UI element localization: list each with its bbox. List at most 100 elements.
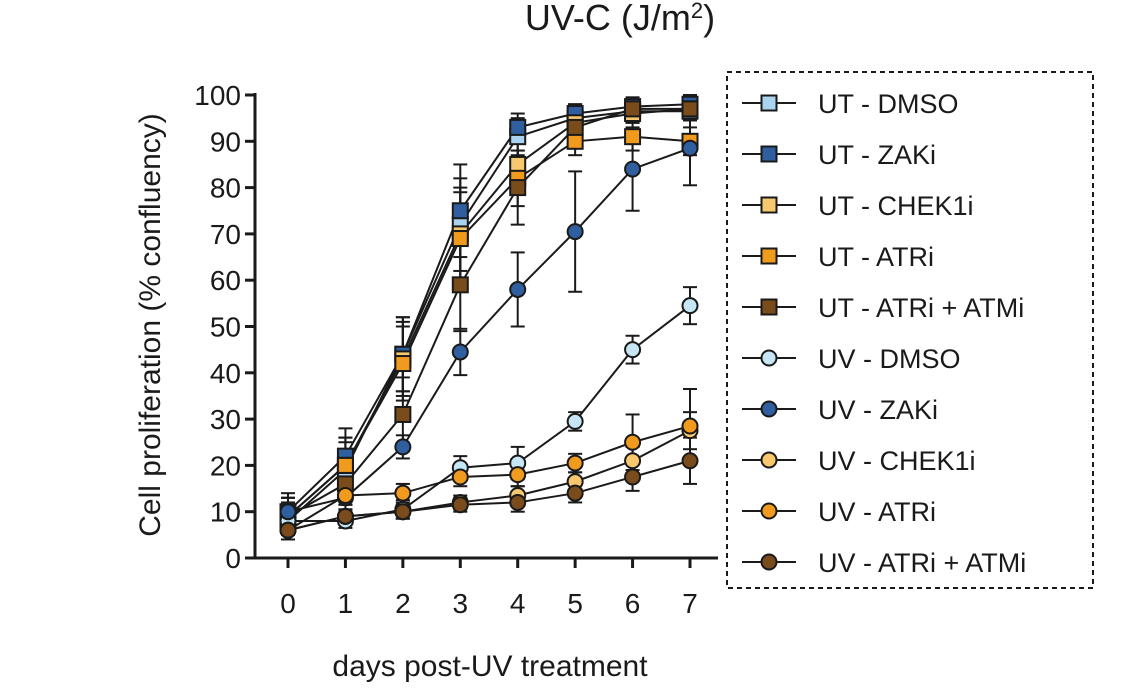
- data-point: [451, 202, 469, 220]
- legend-marker: [760, 553, 778, 571]
- legend-item: UV - CHEK1i: [742, 446, 976, 476]
- legend-label: UV - ATRi: [818, 497, 936, 527]
- data-point: [394, 355, 412, 373]
- chart-title: UV-C (J/m2): [525, 0, 715, 38]
- x-tick-label: 2: [395, 588, 411, 619]
- legend-marker: [760, 298, 778, 316]
- data-point: [509, 179, 527, 197]
- legend-label: UV - CHEK1i: [818, 446, 976, 476]
- data-point: [509, 155, 527, 173]
- legend-label: UT - ATRi + ATMi: [818, 293, 1024, 323]
- data-point: [566, 484, 584, 502]
- plot-area: 0 10 20 30 40 50 60 70 80 90 100 0 1 2 3 4 5 6 7: [194, 80, 718, 619]
- data-point: [509, 280, 527, 298]
- data-point: [566, 223, 584, 241]
- data-point: [451, 496, 469, 514]
- series-line: [287, 135, 691, 518]
- data-point: [624, 452, 642, 470]
- data-point: [624, 341, 642, 359]
- data-point: [624, 160, 642, 178]
- legend-item: UT - DMSO: [742, 89, 959, 119]
- legend: UT - DMSO UT - ZAKi UT - CHEK1i UT - ATRi UT…: [726, 71, 1094, 589]
- data-point: [681, 452, 699, 470]
- data-point: [624, 128, 642, 146]
- legend-marker: [760, 400, 778, 418]
- series-line: [287, 459, 691, 532]
- data-point: [681, 100, 699, 118]
- legend-item: UT - CHEK1i: [742, 191, 974, 221]
- legend-item: UV - ATRi: [742, 497, 936, 527]
- legend-box: [726, 71, 1094, 589]
- x-tick-label: 7: [682, 588, 698, 619]
- data-point: [509, 118, 527, 136]
- y-tick-label: 10: [210, 497, 241, 528]
- series-line: [287, 147, 691, 513]
- data-point: [336, 486, 354, 504]
- legend-marker: [760, 247, 778, 265]
- series-line: [287, 425, 691, 532]
- x-tick-label: 1: [338, 588, 354, 619]
- y-tick-label: 40: [210, 358, 241, 389]
- legend-item: UT - ZAKi: [742, 140, 936, 170]
- x-tick-label: 6: [625, 588, 641, 619]
- legend-marker: [760, 451, 778, 469]
- legend-item: UV - DMSO: [742, 344, 961, 374]
- data-point: [394, 503, 412, 521]
- data-point: [451, 276, 469, 294]
- data-point: [566, 118, 584, 136]
- y-tick-label: 70: [210, 219, 241, 250]
- data-point: [624, 433, 642, 451]
- data-point: [279, 503, 297, 521]
- data-point: [451, 468, 469, 486]
- data-point: [509, 466, 527, 484]
- x-tick-label: 4: [510, 588, 526, 619]
- legend-label: UV - DMSO: [818, 344, 961, 374]
- legend-item: UV - ZAKi: [742, 395, 938, 425]
- legend-marker: [760, 145, 778, 163]
- legend-label: UT - DMSO: [818, 89, 959, 119]
- data-point: [279, 521, 297, 539]
- legend-item: UT - ATRi: [742, 242, 934, 272]
- data-point: [394, 405, 412, 423]
- data-point: [624, 100, 642, 118]
- data-point: [681, 417, 699, 435]
- y-tick-label: 100: [194, 80, 241, 111]
- legend-item: UV - ATRi + ATMi: [742, 548, 1026, 578]
- legend-marker: [760, 94, 778, 112]
- y-tick-label: 50: [210, 312, 241, 343]
- data-point: [566, 454, 584, 472]
- x-axis-label: days post-UV treatment: [332, 650, 648, 683]
- legend-marker: [760, 349, 778, 367]
- data-point: [624, 468, 642, 486]
- data-point: [336, 507, 354, 525]
- legend-label: UT - CHEK1i: [818, 191, 974, 221]
- legend-label: UT - ZAKi: [818, 140, 936, 170]
- x-tick-label: 3: [452, 588, 468, 619]
- data-point: [394, 484, 412, 502]
- series-markers-9: [279, 452, 699, 539]
- data-point: [336, 456, 354, 474]
- x-tick-label: 5: [567, 588, 583, 619]
- y-tick-label: 30: [210, 404, 241, 435]
- y-tick-label: 90: [210, 126, 241, 157]
- series-line: [287, 103, 691, 513]
- legend-marker: [760, 502, 778, 520]
- series-line: [287, 107, 690, 518]
- x-tick-label: 0: [280, 588, 296, 619]
- data-point: [509, 493, 527, 511]
- data-point: [566, 132, 584, 150]
- legend-label: UT - ATRi: [818, 242, 934, 272]
- data-point: [681, 297, 699, 315]
- legend-label: UV - ZAKi: [818, 395, 938, 425]
- series-line: [288, 304, 691, 522]
- y-tick-label: 60: [210, 265, 241, 296]
- data-point: [566, 412, 584, 430]
- y-tick-label: 80: [210, 173, 241, 204]
- y-tick-label: 20: [210, 450, 241, 481]
- data-point: [451, 343, 469, 361]
- y-axis-label: Cell proliferation (% confluency): [134, 113, 167, 537]
- data-point: [681, 139, 699, 157]
- legend-marker: [760, 196, 778, 214]
- legend-item: UT - ATRi + ATMi: [742, 293, 1024, 323]
- data-point: [451, 230, 469, 248]
